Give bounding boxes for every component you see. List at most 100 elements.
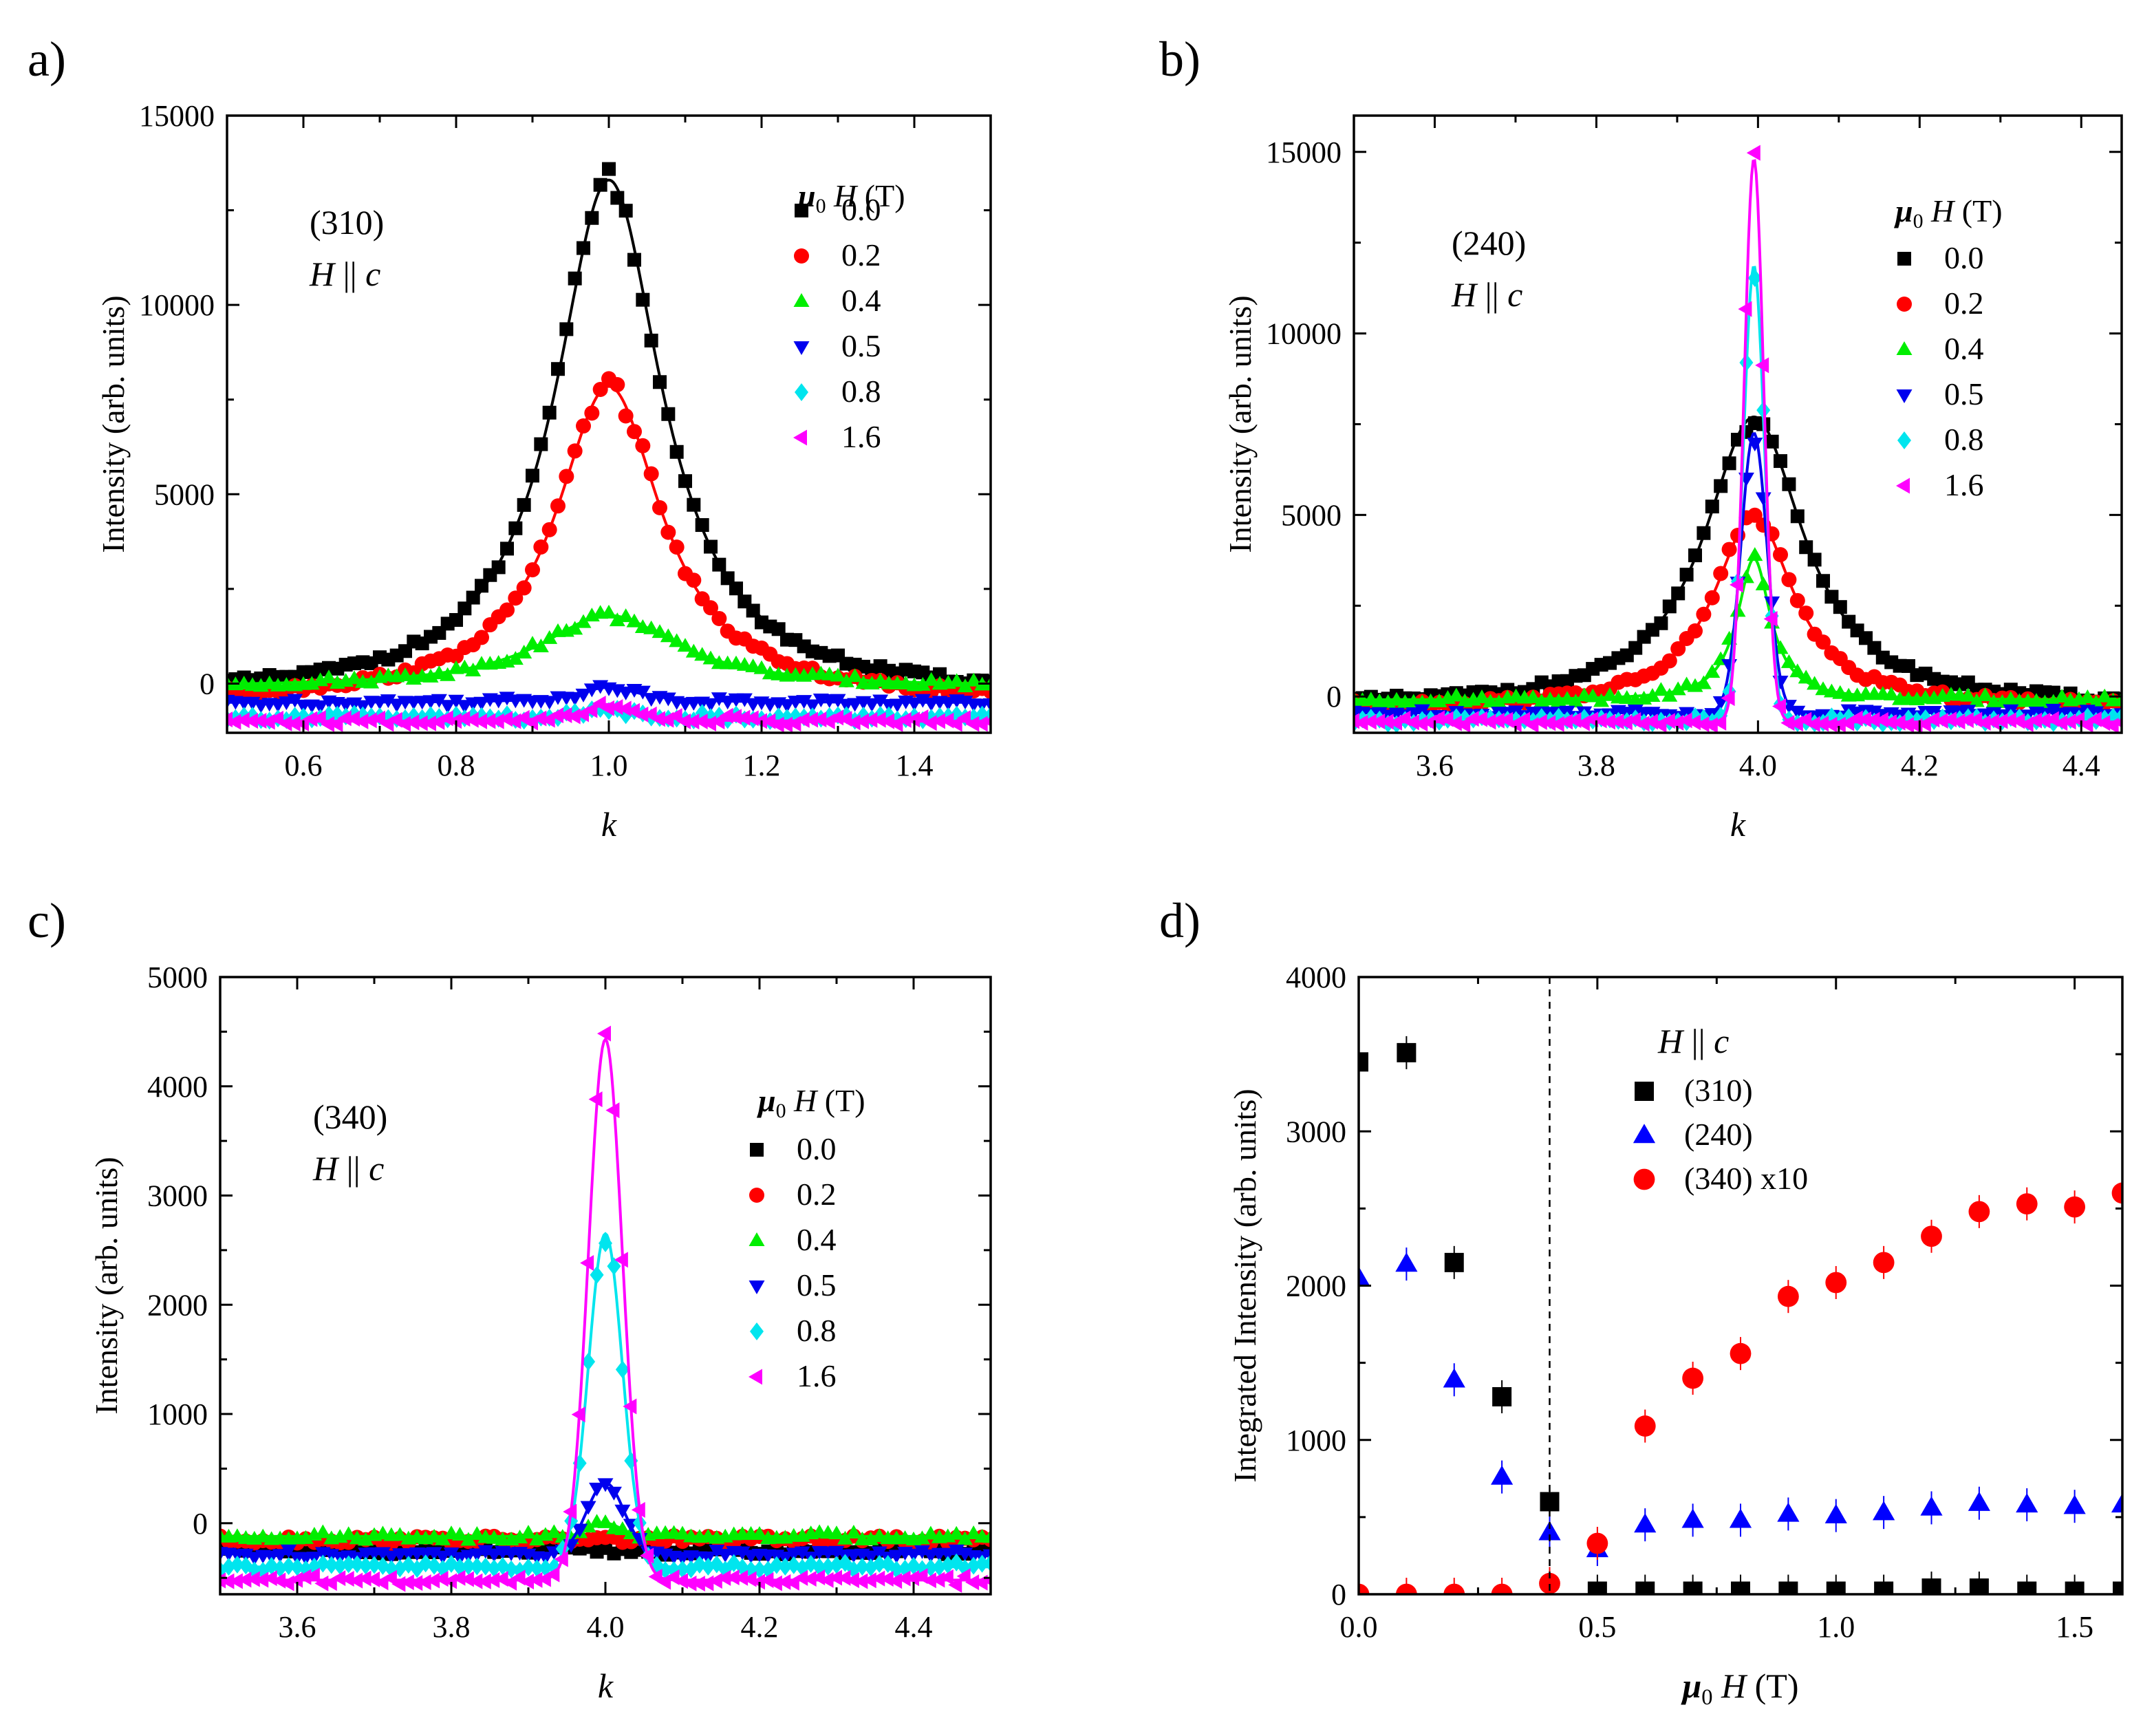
data-point xyxy=(1670,681,1686,696)
y-tick-label: 0 xyxy=(193,1507,208,1541)
data-point xyxy=(830,1556,843,1574)
data-point xyxy=(627,424,642,440)
data-point xyxy=(1567,694,1584,708)
y-tick-label: 4000 xyxy=(147,1070,208,1104)
data-point xyxy=(2016,1493,2038,1513)
data-point xyxy=(770,716,784,733)
data-point xyxy=(1695,716,1710,733)
data-point xyxy=(1705,500,1719,514)
data-point xyxy=(1977,687,1994,702)
data-point xyxy=(1447,715,1462,731)
data-point xyxy=(1697,526,1711,540)
data-point xyxy=(660,524,676,540)
x-tick-label: 1.4 xyxy=(896,749,934,782)
data-point xyxy=(753,660,770,674)
data-point xyxy=(383,1569,397,1586)
data-point xyxy=(1883,714,1897,731)
data-point xyxy=(466,590,480,605)
data-point xyxy=(2113,1581,2122,1594)
field-direction-label: H || c xyxy=(309,255,380,293)
data-point xyxy=(426,1547,442,1561)
legend-label: 1.6 xyxy=(1944,467,1984,502)
data-point xyxy=(742,1571,757,1587)
x-tick-label: 1.0 xyxy=(590,749,628,782)
data-point xyxy=(1731,1581,1750,1594)
data-point xyxy=(1704,590,1720,606)
data-point xyxy=(965,1574,980,1591)
data-point xyxy=(640,1547,654,1564)
panel-d: d) 0.0 0.5 1.0 1.5 0 1000 2000 3000 4000 μ0 H (T) I… xyxy=(1159,893,2124,1710)
data-point xyxy=(227,714,241,730)
data-point xyxy=(1994,713,2008,729)
data-point xyxy=(1679,568,1694,582)
data-point xyxy=(1873,1252,1895,1274)
y-tick-label: 0 xyxy=(1331,1578,1346,1611)
data-point xyxy=(507,651,524,665)
data-point xyxy=(2054,688,2070,703)
data-point xyxy=(881,713,894,729)
data-point xyxy=(413,715,428,731)
data-point xyxy=(1789,663,1806,678)
data-point xyxy=(1584,688,1601,703)
data-point xyxy=(939,1569,954,1585)
data-point xyxy=(736,709,751,726)
data-point xyxy=(914,694,931,708)
data-point xyxy=(314,1575,329,1592)
data-point xyxy=(465,662,482,676)
data-point xyxy=(263,1570,277,1587)
x-tick-label: 3.8 xyxy=(1577,749,1615,782)
data-point xyxy=(1806,716,1820,732)
data-point xyxy=(627,253,641,267)
data-point xyxy=(1824,1503,1847,1523)
data-point xyxy=(391,1527,408,1541)
data-point xyxy=(1661,653,1677,669)
data-point xyxy=(583,683,600,698)
data-point xyxy=(503,1574,517,1591)
data-point xyxy=(477,1545,494,1559)
data-point xyxy=(337,710,352,727)
data-point xyxy=(1747,507,1763,523)
data-point xyxy=(948,716,962,732)
data-point xyxy=(1550,716,1564,732)
legend-marker xyxy=(1897,431,1911,449)
data-point xyxy=(1635,1581,1655,1594)
data-point xyxy=(660,692,676,707)
data-point xyxy=(855,713,869,729)
legend-label: 0.0 xyxy=(797,1131,837,1166)
data-point xyxy=(717,1548,733,1563)
data-point xyxy=(685,714,700,730)
data-point xyxy=(1798,606,1814,621)
data-point xyxy=(828,1525,845,1540)
data-point xyxy=(682,1575,697,1592)
data-point xyxy=(674,1573,688,1589)
data-point xyxy=(589,1482,605,1497)
data-point xyxy=(607,1257,621,1276)
data-point xyxy=(811,1569,826,1586)
data-point xyxy=(634,706,649,722)
data-point xyxy=(585,211,599,225)
legend-label: (240) xyxy=(1684,1117,1753,1152)
data-point xyxy=(778,1557,793,1576)
data-point xyxy=(1866,711,1880,728)
data-point xyxy=(272,1549,288,1563)
legend-label: 1.6 xyxy=(797,1358,837,1393)
legend-label: (310) xyxy=(1684,1073,1753,1108)
data-point xyxy=(583,702,598,718)
data-point xyxy=(957,1531,973,1545)
data-point xyxy=(643,466,659,482)
legend-marker xyxy=(1633,1124,1656,1144)
data-point xyxy=(528,1572,543,1588)
field-direction-label: H || c xyxy=(1657,1022,1729,1060)
data-point xyxy=(559,469,574,484)
data-point xyxy=(584,405,600,421)
data-point xyxy=(634,685,651,700)
data-point xyxy=(314,1524,331,1539)
data-point xyxy=(580,1501,596,1515)
data-point xyxy=(222,1558,236,1576)
data-point xyxy=(599,1234,612,1252)
data-point xyxy=(417,1574,431,1590)
series-b-1-6 xyxy=(1354,144,2122,733)
data-point xyxy=(618,686,634,700)
data-point xyxy=(1926,711,1940,728)
data-point xyxy=(940,697,956,711)
